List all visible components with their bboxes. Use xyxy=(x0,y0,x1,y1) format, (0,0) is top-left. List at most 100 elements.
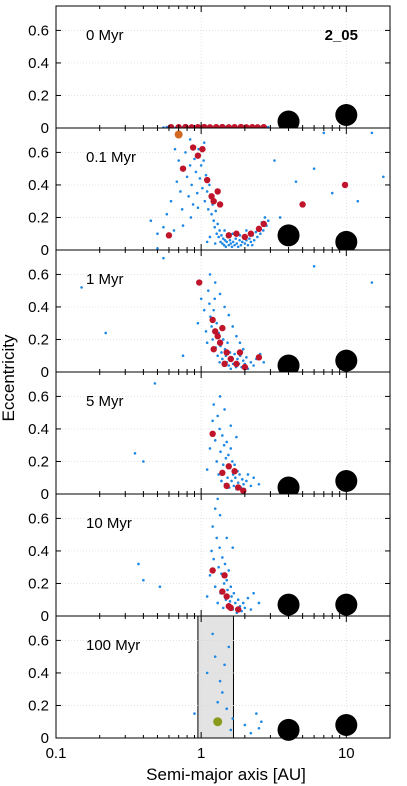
planetesimal-point xyxy=(249,608,253,611)
x-tick-label: 1 xyxy=(197,745,205,762)
planetesimal-point xyxy=(181,354,185,358)
planetesimal-point xyxy=(231,240,235,244)
planetesimal-point xyxy=(221,606,225,610)
embryo-point xyxy=(227,604,234,612)
planetesimal-point xyxy=(257,726,261,730)
y-tick-label: 0.4 xyxy=(28,543,49,560)
plot-area xyxy=(56,494,390,616)
x-tick-label: 10 xyxy=(338,745,355,762)
planetesimal-point xyxy=(249,484,253,488)
planetesimal-point xyxy=(227,243,231,247)
planetesimal-point xyxy=(208,447,212,450)
planetesimal-point xyxy=(212,403,215,406)
planetesimal-point xyxy=(243,723,247,727)
planetesimal-point xyxy=(208,273,212,276)
planetesimal-point xyxy=(229,242,233,245)
planetesimal-point xyxy=(246,596,250,600)
panel-frame xyxy=(55,615,391,739)
planetesimal-point xyxy=(190,183,193,187)
y-tick-label: 0 xyxy=(41,120,49,137)
embryo-point xyxy=(241,363,249,371)
embryo-point xyxy=(214,188,221,195)
planetesimal-point xyxy=(227,569,231,572)
planetesimal-point xyxy=(153,382,157,385)
planetesimal-point xyxy=(199,297,203,301)
planetesimal-point xyxy=(197,147,200,151)
giant-planet-point xyxy=(277,354,300,377)
planetesimal-point xyxy=(213,585,217,589)
embryo-point xyxy=(255,225,263,233)
x-axis-title: Semi-major axis [AU] xyxy=(146,765,306,784)
planetesimal-point xyxy=(257,482,261,486)
y-tick-label: 0 xyxy=(41,486,49,503)
planetesimal-point xyxy=(240,240,244,244)
planetesimal-point xyxy=(104,331,108,335)
embryo-point xyxy=(219,588,226,595)
planetesimal-point xyxy=(250,243,254,247)
planetesimal-point xyxy=(149,219,153,223)
planetesimal-point xyxy=(246,243,250,247)
planetesimal-point xyxy=(382,175,385,179)
plot-area xyxy=(56,128,390,250)
planetesimal-point xyxy=(142,460,145,463)
planetesimal-point xyxy=(257,601,261,605)
panel-time-label: 0.1 Myr xyxy=(86,149,136,166)
planetesimal-point xyxy=(228,600,232,603)
planetesimal-point xyxy=(322,131,326,135)
planetesimal-point xyxy=(221,242,224,245)
planetesimal-point xyxy=(232,591,236,595)
planetesimal-point xyxy=(194,170,198,174)
planetesimal-point xyxy=(206,208,210,211)
planetesimal-point xyxy=(255,712,258,715)
planetesimal-point xyxy=(203,199,207,203)
planetesimal-point xyxy=(165,212,169,216)
giant-planet-point xyxy=(277,476,300,499)
planetesimal-point xyxy=(212,219,215,223)
planetesimal-point xyxy=(225,240,229,244)
y-tick-label: 0.6 xyxy=(28,266,49,283)
planetesimal-point xyxy=(273,159,276,162)
planetesimal-point xyxy=(213,225,217,229)
planetesimal-point xyxy=(208,235,212,239)
planetesimal-point xyxy=(179,190,182,193)
planetesimal-point xyxy=(223,663,226,667)
embryo-point xyxy=(235,484,242,491)
embryo-point xyxy=(212,328,219,335)
planetesimal-point xyxy=(222,582,226,585)
planetesimal-point xyxy=(223,238,227,242)
planetesimal-point xyxy=(187,195,190,198)
planetesimal-point xyxy=(133,452,137,455)
embryo-point xyxy=(223,482,230,490)
y-tick-label: 0.2 xyxy=(28,87,49,104)
planetesimal-point xyxy=(259,232,262,236)
planetesimal-point xyxy=(226,476,229,480)
planetesimal-point xyxy=(226,588,229,592)
planetesimal-point xyxy=(193,157,196,161)
planetesimal-point xyxy=(225,440,229,444)
giant-planet-point xyxy=(277,224,300,247)
planetesimal-point xyxy=(260,720,263,724)
planetesimal-point xyxy=(162,225,165,229)
planetesimal-point xyxy=(198,177,202,180)
planetesimal-point xyxy=(218,513,222,517)
planetesimal-point xyxy=(221,556,224,559)
planetesimal-point xyxy=(216,414,219,418)
embryo-point xyxy=(209,430,216,438)
panels: 0 0.2 0.4 0.6 0 Myr 2_05 0 0.2 0.4 0.6 0.1 Myr 0 0.2… xyxy=(28,5,391,762)
planetesimal-point xyxy=(219,450,222,454)
embryo-point xyxy=(227,355,234,363)
y-tick-label: 0.2 xyxy=(28,575,49,592)
panel-1: 0 0.2 0.4 0.6 0.1 Myr xyxy=(28,127,391,259)
planetesimal-point xyxy=(231,325,235,328)
planetesimal-point xyxy=(221,463,225,467)
y-tick-label: 0.4 xyxy=(28,421,49,438)
giant-planet-point xyxy=(277,593,300,616)
planetesimal-point xyxy=(231,460,234,463)
planetesimal-point xyxy=(208,574,212,577)
planetesimal-point xyxy=(211,632,214,636)
planetesimal-point xyxy=(223,408,226,411)
planetesimal-point xyxy=(208,183,211,187)
planetesimal-point xyxy=(205,341,209,345)
planetesimal-point xyxy=(220,351,223,354)
